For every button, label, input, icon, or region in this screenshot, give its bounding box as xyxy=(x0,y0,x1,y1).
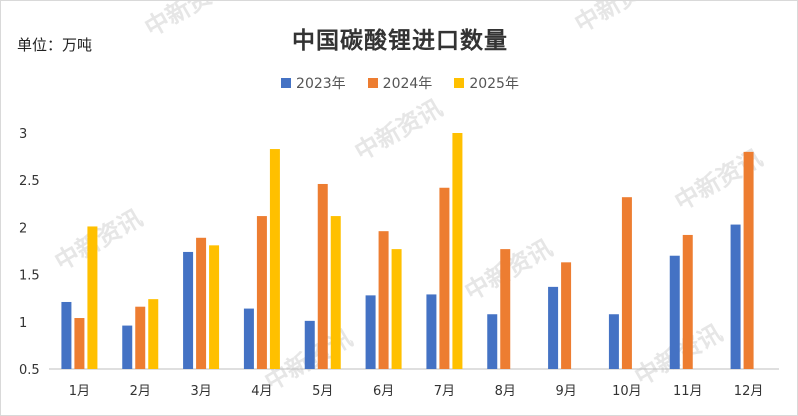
y-tick-label: 2 xyxy=(19,221,27,236)
x-tick-label: 10月 xyxy=(612,384,642,399)
legend-item-2023: 2023年 xyxy=(281,73,346,93)
bar xyxy=(209,245,220,369)
legend-label-2025: 2025年 xyxy=(469,76,519,92)
watermark-text: 中新资讯 xyxy=(350,94,447,166)
bar xyxy=(378,231,389,369)
bar xyxy=(548,286,559,369)
bar xyxy=(196,237,207,369)
bar xyxy=(439,187,450,369)
x-tick-label: 7月 xyxy=(434,384,455,399)
legend-item-2025: 2025年 xyxy=(454,73,519,93)
bar xyxy=(608,314,619,369)
bar xyxy=(87,226,98,369)
bar xyxy=(317,183,328,369)
x-tick-label: 4月 xyxy=(251,384,272,399)
x-tick-label: 9月 xyxy=(555,384,576,399)
bar xyxy=(365,295,376,369)
x-tick-label: 2月 xyxy=(130,384,151,399)
y-tick-label: 2.5 xyxy=(19,174,40,189)
y-tick-label: 3 xyxy=(19,127,27,142)
bar xyxy=(148,299,159,369)
bar xyxy=(269,149,280,369)
x-tick-label: 5月 xyxy=(312,384,333,399)
bar xyxy=(682,234,693,369)
x-tick-label: 12月 xyxy=(734,384,764,399)
bar xyxy=(304,320,315,369)
x-tick-label: 1月 xyxy=(69,384,90,399)
legend-label-2024: 2024年 xyxy=(382,76,433,92)
y-tick-label: 0.5 xyxy=(19,363,40,378)
bar xyxy=(487,314,498,369)
bar xyxy=(243,308,254,369)
bar xyxy=(183,251,194,369)
legend-item-2024: 2024年 xyxy=(367,73,433,93)
bar xyxy=(621,197,632,369)
bar xyxy=(61,301,72,369)
legend-label-2023: 2023年 xyxy=(296,76,346,92)
x-tick-label: 3月 xyxy=(190,384,211,399)
bar xyxy=(256,216,267,369)
bar xyxy=(391,249,402,369)
bar xyxy=(561,262,572,369)
legend: 2023年 2024年 2025年 xyxy=(1,73,797,93)
watermark-text: 中新资讯 xyxy=(140,1,237,42)
bar xyxy=(122,325,133,369)
bar xyxy=(426,294,437,369)
x-tick-label: 11月 xyxy=(673,384,703,399)
legend-swatch-2025 xyxy=(454,78,465,88)
bar xyxy=(743,151,754,369)
watermark-text: 中新资讯 xyxy=(50,204,147,276)
bar xyxy=(669,255,680,369)
legend-swatch-2024 xyxy=(367,78,378,88)
unit-label: 单位：万吨 xyxy=(17,36,93,54)
x-tick-label: 6月 xyxy=(373,384,394,399)
bar xyxy=(135,306,146,369)
y-tick-label: 1.5 xyxy=(19,269,40,284)
legend-swatch-2023 xyxy=(281,78,292,88)
bar xyxy=(730,224,741,369)
y-tick-label: 1 xyxy=(19,316,27,331)
watermark-text: 中新资讯 xyxy=(570,1,667,38)
bar xyxy=(500,249,511,369)
bar xyxy=(74,318,85,369)
chart-title: 中国碳酸锂进口数量 xyxy=(292,28,508,54)
bar xyxy=(452,133,463,369)
x-tick-label: 8月 xyxy=(495,384,516,399)
bar xyxy=(330,216,341,369)
